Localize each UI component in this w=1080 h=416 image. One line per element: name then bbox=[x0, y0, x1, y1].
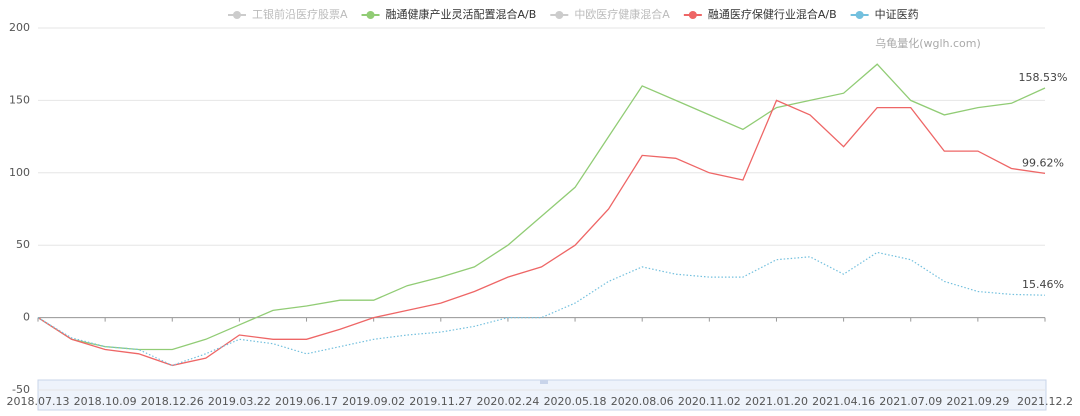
legend-icon bbox=[688, 11, 697, 19]
y-tick-label: -50 bbox=[12, 383, 30, 396]
x-tick-label: 2021.12.2 bbox=[1017, 395, 1073, 408]
y-tick-label: 200 bbox=[9, 21, 30, 34]
legend-label[interactable]: 工银前沿医疗股票A bbox=[252, 7, 348, 21]
x-tick-label: 2021.09.29 bbox=[946, 395, 1009, 408]
legend-icon bbox=[233, 11, 241, 19]
x-tick-label: 2020.05.18 bbox=[544, 395, 607, 408]
series-line bbox=[37, 251, 1046, 367]
series-line bbox=[37, 63, 1046, 351]
end-label: 15.46% bbox=[1022, 278, 1064, 291]
x-tick-label: 2018.12.26 bbox=[141, 395, 204, 408]
legend-label[interactable]: 中欧医疗健康混合A bbox=[574, 7, 670, 21]
x-tick-label: 2021.01.20 bbox=[745, 395, 808, 408]
end-label: 99.62% bbox=[1022, 156, 1064, 169]
legend-icon bbox=[855, 11, 864, 19]
x-tick-label: 2018.07.13 bbox=[7, 395, 70, 408]
y-tick-label: 100 bbox=[9, 166, 30, 179]
y-tick-label: 150 bbox=[9, 93, 30, 106]
legend-label[interactable]: 融通医疗保健行业混合A/B bbox=[708, 7, 837, 21]
y-tick-label: 0 bbox=[23, 311, 30, 324]
x-tick-label: 2020.02.24 bbox=[476, 395, 539, 408]
x-tick-label: 2019.11.27 bbox=[409, 395, 472, 408]
legend-icon bbox=[555, 11, 564, 19]
legend: 工银前沿医疗股票A 融通健康产业灵活配置混合A/B 中欧医疗健康混合A 融通医疗保健行… bbox=[228, 7, 919, 21]
zoom-slider[interactable] bbox=[37, 379, 1047, 411]
zoom-handle[interactable] bbox=[540, 380, 548, 384]
x-tick-label: 2019.03.22 bbox=[208, 395, 271, 408]
x-tick-label: 2020.08.06 bbox=[611, 395, 674, 408]
x-tick-label: 2020.11.02 bbox=[678, 395, 741, 408]
x-tick-label: 2019.06.17 bbox=[275, 395, 338, 408]
x-tick-label: 2021.07.09 bbox=[879, 395, 942, 408]
legend-label[interactable]: 中证医药 bbox=[875, 8, 919, 21]
legend-label[interactable]: 融通健康产业灵活配置混合A/B bbox=[386, 7, 537, 21]
x-tick-label: 2019.09.02 bbox=[342, 395, 405, 408]
y-tick-label: 50 bbox=[16, 238, 30, 251]
x-tick-label: 2018.10.09 bbox=[74, 395, 137, 408]
series-line bbox=[37, 99, 1046, 367]
x-tick-label: 2021.04.16 bbox=[812, 395, 875, 408]
legend-icon bbox=[366, 11, 375, 19]
watermark: 乌龟量化(wglh.com) bbox=[875, 36, 981, 50]
end-label: 158.53% bbox=[1019, 71, 1068, 84]
